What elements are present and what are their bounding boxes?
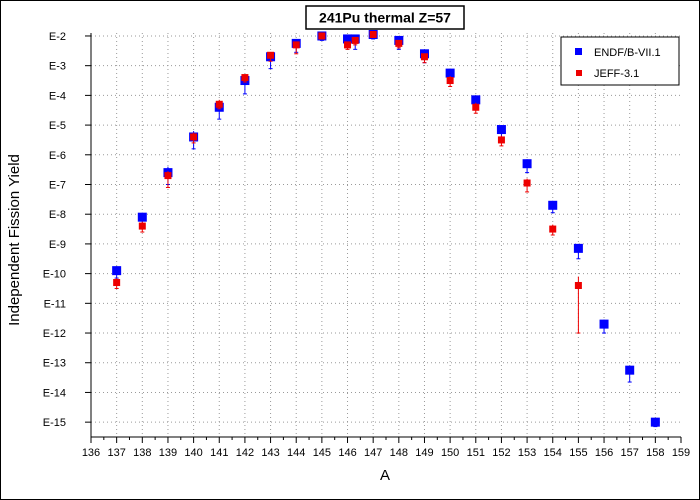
x-tick-label: 151 [467, 447, 485, 459]
data-point [241, 74, 248, 81]
data-point [575, 282, 582, 289]
data-point [472, 104, 479, 111]
y-tick-label: E-12 [43, 328, 66, 340]
x-tick-label: 153 [518, 447, 536, 459]
chart-root: 136 137 138 139 140 141 142 143 144 145 146 147 148 1… [0, 0, 700, 500]
x-tick-label: 142 [236, 447, 254, 459]
data-point [395, 40, 402, 47]
y-tick-label: E-8 [49, 209, 66, 221]
grid [91, 33, 681, 437]
legend-marker-jeff [576, 70, 582, 76]
data-point [352, 37, 359, 44]
y-axis-title: Independent Fission Yield [6, 154, 23, 326]
y-tick-label: E-13 [43, 358, 66, 370]
x-tick-label: 157 [621, 447, 639, 459]
data-point [267, 52, 274, 59]
legend-label-jeff: JEFF-3.1 [594, 68, 639, 80]
x-tick-label: 137 [107, 447, 125, 459]
y-tick-label: E-6 [49, 150, 66, 162]
x-tick-label: 158 [646, 447, 664, 459]
legend: ENDF/B-VII.1 JEFF-3.1 [561, 37, 679, 85]
data-point [344, 41, 351, 48]
x-tick-label: 144 [287, 447, 305, 459]
x-tick-label: 147 [364, 447, 382, 459]
y-tick-label: E-9 [49, 239, 66, 251]
data-point [447, 77, 454, 84]
x-tick-label: 139 [159, 447, 177, 459]
x-tick-label: 159 [672, 447, 690, 459]
data-point [524, 180, 531, 187]
data-point [651, 418, 660, 427]
chart-title: 241Pu thermal Z=57 [319, 10, 451, 26]
x-tick-label: 156 [595, 447, 613, 459]
y-tick-label: E-11 [44, 298, 66, 310]
data-point [216, 101, 223, 108]
data-point [574, 244, 583, 253]
y-tick-label: E-10 [43, 269, 66, 281]
data-point [548, 201, 557, 210]
x-tick-label: 155 [569, 447, 587, 459]
plot-area [91, 33, 681, 437]
x-tick-label: 148 [390, 447, 408, 459]
legend-marker-endf [575, 48, 582, 55]
data-point [293, 41, 300, 48]
x-tick-label: 150 [441, 447, 459, 459]
x-tick-label: 143 [261, 447, 279, 459]
x-tick-label: 154 [544, 447, 562, 459]
x-tick-label: 140 [184, 447, 202, 459]
data-point [600, 320, 609, 329]
x-tick-label: 152 [492, 447, 510, 459]
data-point [164, 172, 171, 179]
data-point [138, 213, 147, 222]
data-point [421, 53, 428, 60]
data-point [498, 136, 505, 143]
y-tick-label: E-7 [49, 180, 66, 192]
data-point [523, 159, 532, 168]
data-point [112, 266, 121, 275]
data-point [139, 223, 146, 230]
chart-svg: 136 137 138 139 140 141 142 143 144 145 146 147 148 1… [0, 0, 700, 500]
y-tick-label: E-2 [49, 31, 66, 43]
data-point [318, 32, 325, 39]
x-tick-label: 138 [133, 447, 151, 459]
data-point [190, 133, 197, 140]
y-tick-label: E-3 [49, 61, 66, 73]
data-point [497, 125, 506, 134]
x-tick-label: 136 [82, 447, 100, 459]
y-tick-label: E-4 [49, 90, 66, 102]
x-tick-label: 145 [313, 447, 331, 459]
data-point [549, 226, 556, 233]
y-tick-label: E-5 [49, 120, 66, 132]
data-point [370, 31, 377, 38]
legend-label-endf: ENDF/B-VII.1 [594, 47, 661, 59]
x-tick-label: 146 [338, 447, 356, 459]
x-tick-label: 149 [415, 447, 433, 459]
data-point [625, 366, 634, 375]
y-tick-label: E-15 [43, 417, 66, 429]
x-tick-label: 141 [210, 447, 228, 459]
title-box: 241Pu thermal Z=57 [306, 6, 464, 29]
y-tick-label: E-14 [43, 387, 66, 399]
data-point [113, 279, 120, 286]
x-axis-title: A [380, 467, 390, 484]
